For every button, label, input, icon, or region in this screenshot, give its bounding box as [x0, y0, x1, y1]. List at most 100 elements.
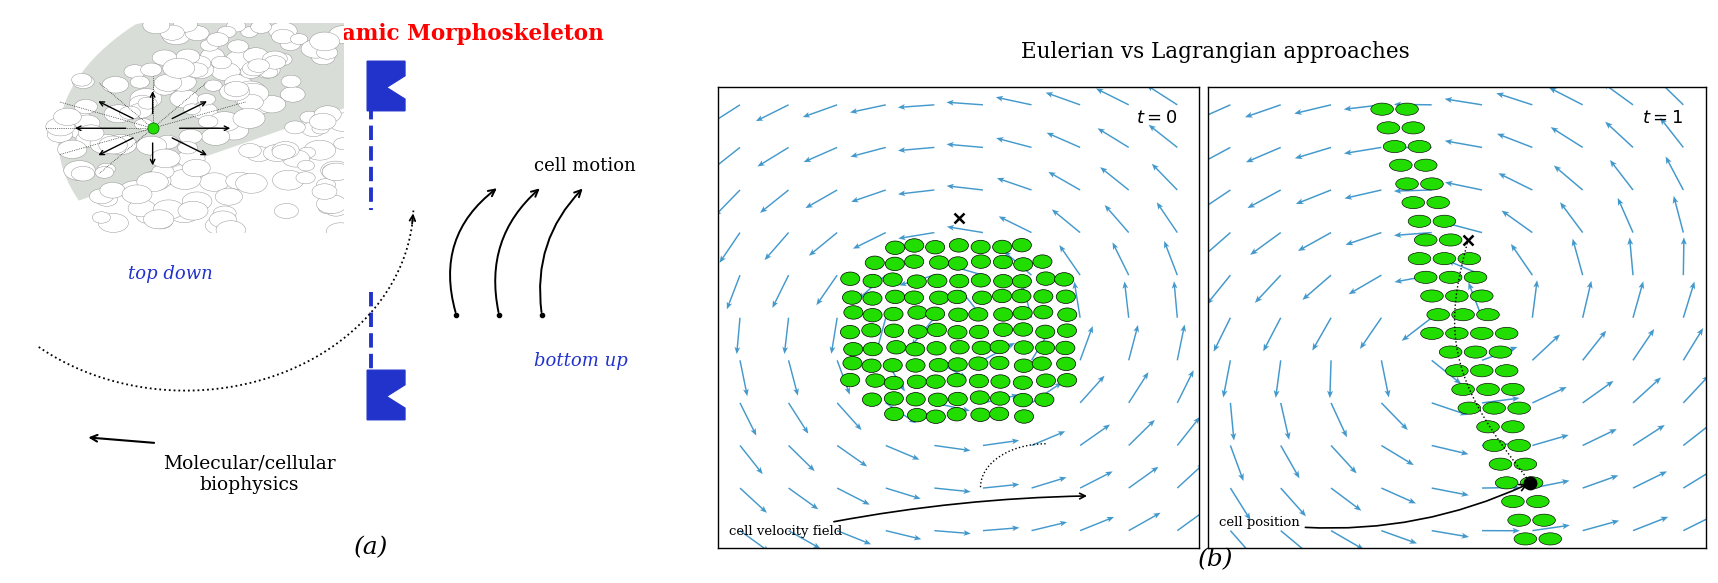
- Circle shape: [93, 212, 110, 223]
- Ellipse shape: [926, 410, 945, 423]
- Circle shape: [105, 105, 132, 123]
- Circle shape: [258, 96, 285, 113]
- Circle shape: [156, 135, 179, 149]
- Ellipse shape: [1440, 346, 1462, 358]
- Text: Molecular/cellular
biophysics: Molecular/cellular biophysics: [163, 455, 335, 494]
- Ellipse shape: [969, 308, 988, 321]
- Circle shape: [89, 134, 122, 154]
- Ellipse shape: [1033, 357, 1051, 370]
- Ellipse shape: [950, 275, 969, 288]
- Circle shape: [251, 20, 271, 33]
- Ellipse shape: [926, 375, 945, 388]
- Circle shape: [74, 100, 98, 114]
- Ellipse shape: [840, 272, 859, 286]
- Circle shape: [64, 161, 96, 181]
- Ellipse shape: [885, 307, 904, 321]
- Ellipse shape: [907, 409, 926, 422]
- Circle shape: [186, 61, 213, 79]
- Ellipse shape: [1445, 364, 1469, 377]
- Circle shape: [211, 62, 241, 80]
- Ellipse shape: [1057, 324, 1077, 338]
- Ellipse shape: [947, 374, 966, 387]
- Ellipse shape: [1036, 374, 1055, 387]
- Ellipse shape: [971, 255, 991, 268]
- Ellipse shape: [1514, 458, 1536, 470]
- Circle shape: [179, 129, 203, 144]
- Ellipse shape: [990, 356, 1008, 370]
- Circle shape: [206, 33, 228, 46]
- Circle shape: [53, 108, 81, 125]
- Circle shape: [89, 189, 113, 204]
- Ellipse shape: [1034, 393, 1053, 406]
- Ellipse shape: [1058, 308, 1077, 321]
- Circle shape: [241, 65, 261, 79]
- Circle shape: [323, 163, 350, 181]
- Ellipse shape: [928, 342, 947, 355]
- Circle shape: [213, 206, 235, 220]
- Ellipse shape: [885, 257, 904, 271]
- Circle shape: [259, 66, 278, 78]
- Ellipse shape: [1057, 357, 1075, 371]
- Circle shape: [206, 216, 234, 234]
- Circle shape: [247, 146, 271, 161]
- Circle shape: [174, 17, 198, 32]
- Polygon shape: [58, 23, 344, 200]
- Text: 50 μm: 50 μm: [55, 24, 77, 30]
- Circle shape: [101, 76, 129, 93]
- Circle shape: [265, 55, 285, 69]
- Ellipse shape: [1383, 141, 1405, 153]
- Circle shape: [297, 160, 314, 171]
- Ellipse shape: [883, 273, 902, 286]
- Text: cell position: cell position: [1220, 484, 1526, 529]
- Circle shape: [314, 106, 342, 123]
- Circle shape: [237, 83, 268, 103]
- Ellipse shape: [1014, 359, 1033, 373]
- Circle shape: [223, 75, 253, 92]
- Ellipse shape: [907, 306, 928, 319]
- Ellipse shape: [971, 391, 990, 404]
- Ellipse shape: [1471, 290, 1493, 302]
- Ellipse shape: [969, 374, 988, 388]
- Ellipse shape: [1508, 440, 1531, 452]
- Ellipse shape: [1514, 533, 1536, 545]
- Ellipse shape: [928, 274, 947, 287]
- Circle shape: [153, 200, 184, 219]
- Ellipse shape: [1421, 327, 1443, 339]
- Circle shape: [228, 40, 249, 53]
- Ellipse shape: [929, 256, 948, 269]
- Ellipse shape: [1483, 440, 1505, 452]
- Circle shape: [247, 59, 270, 72]
- Ellipse shape: [886, 340, 905, 354]
- Circle shape: [234, 108, 265, 128]
- Ellipse shape: [1055, 273, 1074, 286]
- Circle shape: [149, 149, 180, 168]
- Ellipse shape: [1378, 122, 1400, 134]
- Ellipse shape: [1532, 514, 1555, 526]
- Ellipse shape: [907, 275, 926, 289]
- Circle shape: [98, 136, 127, 154]
- Circle shape: [179, 201, 208, 220]
- Circle shape: [141, 171, 172, 190]
- Text: $t=1$: $t=1$: [1642, 109, 1684, 127]
- Circle shape: [198, 94, 215, 105]
- Circle shape: [316, 46, 338, 59]
- Circle shape: [204, 80, 222, 92]
- Circle shape: [177, 142, 198, 154]
- Ellipse shape: [993, 255, 1012, 269]
- Circle shape: [168, 169, 201, 189]
- Ellipse shape: [883, 359, 902, 372]
- Ellipse shape: [1414, 271, 1436, 283]
- Ellipse shape: [844, 356, 862, 370]
- Circle shape: [201, 40, 220, 51]
- Ellipse shape: [1371, 103, 1393, 115]
- Circle shape: [57, 140, 88, 159]
- Ellipse shape: [1464, 346, 1486, 358]
- Circle shape: [323, 164, 345, 178]
- Circle shape: [301, 40, 332, 58]
- Circle shape: [131, 76, 149, 88]
- Circle shape: [309, 32, 340, 51]
- Circle shape: [210, 211, 237, 228]
- Ellipse shape: [993, 323, 1012, 336]
- Ellipse shape: [1395, 103, 1419, 115]
- Circle shape: [237, 94, 263, 110]
